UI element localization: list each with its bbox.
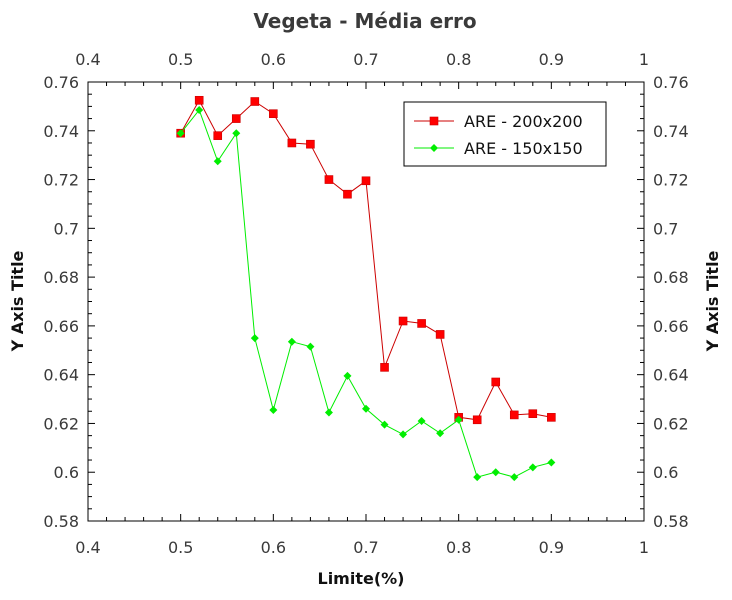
data-point — [547, 458, 556, 467]
data-point — [398, 316, 408, 326]
y-tick-label-right: 0.66 — [653, 317, 689, 336]
data-point — [528, 463, 537, 472]
data-point — [380, 420, 389, 429]
data-point — [250, 97, 260, 106]
data-point — [250, 334, 259, 343]
x-tick-label-bottom: 0.7 — [353, 538, 378, 557]
y-tick-label-left: 0.7 — [54, 219, 79, 238]
x-tick-label-top: 0.6 — [261, 50, 286, 69]
data-point — [435, 330, 445, 339]
series-2 — [176, 106, 556, 482]
data-point — [380, 363, 389, 372]
x-tick-label-top: 0.9 — [539, 50, 564, 69]
data-point — [176, 129, 185, 138]
x-tick-label-bottom: 0.6 — [261, 538, 286, 557]
y-tick-label-left: 0.74 — [43, 122, 79, 141]
data-point — [361, 176, 371, 186]
data-point — [194, 95, 204, 105]
y-tick-label-right: 0.64 — [653, 366, 689, 385]
data-point — [232, 129, 241, 138]
y-tick-label-right: 0.62 — [653, 414, 689, 433]
chart-title: Vegeta - Média erro — [253, 9, 476, 33]
data-point — [287, 138, 297, 148]
legend-label-series-1: ARE - 200x200 — [464, 112, 583, 131]
data-point — [306, 139, 315, 149]
data-point — [324, 175, 334, 184]
y-tick-label-right: 0.68 — [653, 268, 689, 287]
y-tick-label-right: 0.76 — [653, 73, 689, 92]
y-tick-label-right: 0.72 — [653, 171, 689, 190]
legend-marker-series-1 — [429, 116, 439, 126]
y-tick-label-left: 0.66 — [43, 317, 79, 336]
data-point — [269, 406, 278, 415]
y-tick-label-left: 0.58 — [43, 512, 79, 531]
data-point — [269, 109, 278, 119]
x-tick-label-top: 0.5 — [168, 50, 193, 69]
x-tick-label-bottom: 0.5 — [168, 538, 193, 557]
series-1 — [176, 95, 556, 425]
x-tick-label-bottom: 0.4 — [75, 538, 100, 557]
data-point — [491, 468, 500, 477]
data-point — [509, 410, 519, 420]
y-axis-label-right: Y Axis Title — [703, 250, 722, 352]
data-point — [231, 114, 241, 123]
x-tick-label-bottom: 1 — [639, 538, 649, 557]
series-layer — [176, 95, 556, 482]
data-point — [491, 377, 501, 387]
y-axis-label-left: Y Axis Title — [8, 250, 27, 352]
data-point — [473, 473, 482, 482]
y-tick-label-right: 0.74 — [653, 122, 689, 141]
y-tick-label-left: 0.64 — [43, 366, 79, 385]
data-point — [343, 371, 352, 380]
data-point — [417, 319, 426, 328]
data-point — [454, 415, 463, 424]
y-tick-label-left: 0.68 — [43, 268, 79, 287]
x-axis-label: Limite(%) — [318, 569, 405, 588]
x-tick-label-top: 0.7 — [353, 50, 378, 69]
data-point — [510, 473, 519, 482]
y-tick-label-right: 0.7 — [653, 219, 678, 238]
data-point — [547, 413, 556, 422]
y-tick-label-left: 0.76 — [43, 73, 79, 92]
x-tick-label-top: 0.8 — [446, 50, 471, 69]
x-tick-label-bottom: 0.8 — [446, 538, 471, 557]
legend: ARE - 200x200 ARE - 150x150 — [403, 101, 607, 167]
x-tick-label-top: 1 — [639, 50, 649, 69]
axis-ticks: 0.40.40.50.50.60.60.70.70.80.80.90.9110.… — [43, 50, 688, 557]
data-point — [213, 131, 223, 140]
data-point — [324, 408, 333, 417]
data-point — [287, 337, 296, 346]
legend-marker-series-2 — [430, 144, 438, 152]
data-point — [417, 417, 426, 426]
data-point — [195, 106, 204, 115]
y-tick-label-left: 0.6 — [54, 463, 79, 482]
y-tick-label-left: 0.72 — [43, 171, 79, 190]
y-tick-label-left: 0.62 — [43, 414, 79, 433]
x-tick-label-top: 0.4 — [75, 50, 100, 69]
data-point — [399, 430, 408, 439]
y-tick-label-right: 0.6 — [653, 463, 678, 482]
legend-box — [403, 101, 607, 167]
data-point — [472, 415, 482, 425]
data-point — [306, 342, 315, 351]
data-point — [436, 429, 445, 438]
x-tick-label-bottom: 0.9 — [539, 538, 564, 557]
data-point — [343, 189, 352, 199]
y-tick-label-right: 0.58 — [653, 512, 689, 531]
data-point — [213, 157, 222, 166]
data-point — [362, 404, 370, 413]
legend-label-series-2: ARE - 150x150 — [464, 139, 583, 158]
data-point — [528, 409, 538, 418]
